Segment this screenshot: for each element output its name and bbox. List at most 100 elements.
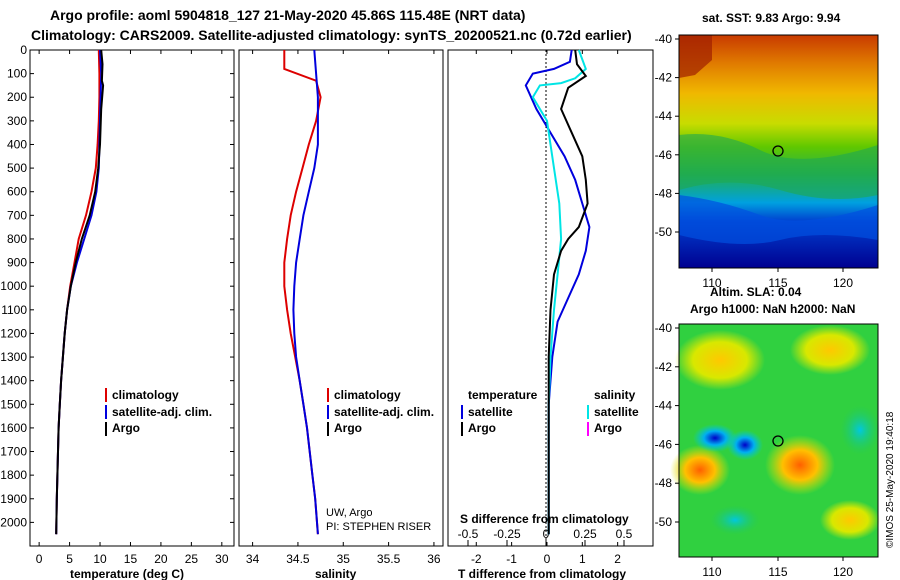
t-difference-xlabel: T difference from climatology: [458, 567, 626, 580]
lon-tick-label: 120: [833, 276, 853, 290]
depth-tick-label: 1800: [0, 468, 27, 482]
depth-tick-label: 1200: [0, 326, 27, 340]
sla-low-4: [710, 505, 760, 535]
s-tick-label: 0.5: [616, 527, 633, 541]
sla-high-2: [790, 325, 870, 375]
depth-tick-label: 2000: [0, 515, 27, 529]
lon-tick-label: 110: [702, 565, 721, 579]
sst-warm-patch: [679, 35, 712, 78]
sla-map-title: Altim. SLA: 0.04: [710, 285, 802, 299]
temperature-series: [55, 49, 105, 535]
depth-tick-label: 500: [7, 161, 27, 175]
title-line-1: Argo profile: aoml 5904818_127 21-May-20…: [50, 7, 525, 23]
legend-satellite: satellite-adj. clim.: [334, 405, 434, 419]
lon-tick-label: 120: [833, 565, 853, 579]
depth-tick-label: 1000: [0, 279, 27, 293]
lat-tick-label: -48: [655, 186, 673, 200]
x-tick-label: 0: [544, 552, 551, 566]
x-tick-label: -1: [506, 552, 517, 566]
depth-tick-label: 1500: [0, 397, 27, 411]
sst-map-axes: -40 -42 -44 -46 -48 -50 110 115 120: [655, 32, 854, 290]
argo-float-marker: [772, 145, 784, 157]
difference-panel: -2 -1 0 1 2 -0.5 -0.25 0 0.25 0.5 T difference f…: [447, 49, 654, 580]
depth-tick-label: 1600: [0, 421, 27, 435]
difference-series: [524, 49, 591, 535]
legend-argo: Argo: [334, 421, 362, 435]
series-t-satellite: [524, 49, 591, 535]
x-tick-label: 36: [427, 552, 441, 566]
x-tick-label: 0: [36, 552, 43, 566]
temperature-axis: 0 5 10 15 20 25 30: [36, 50, 229, 566]
x-tick-label: -2: [471, 552, 482, 566]
credit-text: ©IMOS 25-May-2020 19:40:18: [885, 411, 896, 548]
legend-t-argo: Argo: [468, 421, 496, 435]
sla-high-4: [765, 435, 835, 495]
s-difference-axis: -0.5 -0.25 0 0.25 0.5: [458, 527, 633, 546]
lat-tick-label: -40: [655, 321, 673, 335]
depth-tick-label: 1700: [0, 445, 27, 459]
sst-front: [679, 134, 878, 199]
lat-tick-label: -44: [655, 399, 673, 413]
depth-tick-label: 200: [7, 90, 27, 104]
legend-temperature-title: temperature: [468, 388, 538, 402]
depth-tick-label: 700: [7, 208, 27, 222]
series-t-argo: [547, 49, 589, 535]
series-satellite-adj-clim-: [292, 49, 319, 535]
lat-tick-label: -44: [655, 109, 673, 123]
lat-tick-label: -50: [655, 225, 673, 239]
sla-low-2: [727, 430, 763, 460]
salinity-axis: 34 34.5 35 35.5 36: [246, 50, 441, 566]
lat-tick-label: -42: [655, 71, 673, 85]
s-tick-label: 0.25: [573, 527, 597, 541]
sla-low-3: [840, 405, 880, 455]
s-tick-label: -0.25: [493, 527, 521, 541]
x-tick-label: 34: [246, 552, 260, 566]
depth-tick-label: 1300: [0, 350, 27, 364]
legend-climatology: climatology: [112, 388, 179, 402]
temperature-plot-frame: [29, 49, 235, 547]
depth-tick-label: 400: [7, 137, 27, 151]
sst-map-title: sat. SST: 9.83 Argo: 9.94: [702, 11, 841, 25]
temperature-xlabel: temperature (deg C): [70, 567, 184, 580]
x-tick-label: 2: [614, 552, 621, 566]
lat-tick-label: -50: [655, 515, 673, 529]
title-line-2: Climatology: CARS2009. Satellite-adjuste…: [31, 27, 632, 43]
lat-tick-label: -46: [655, 437, 673, 451]
legend-salinity-title: salinity: [594, 388, 636, 402]
x-tick-label: 5: [66, 552, 73, 566]
depth-tick-label: 1900: [0, 492, 27, 506]
lon-tick-label: 110: [702, 276, 721, 290]
legend-satellite: satellite-adj. clim.: [112, 405, 212, 419]
t-difference-axis: -2 -1 0 1 2: [471, 50, 621, 566]
salinity-legend: climatology satellite-adj. clim. Argo: [327, 388, 434, 436]
legend-t-satellite: satellite: [468, 405, 513, 419]
s-tick-label: -0.5: [458, 527, 479, 541]
lon-tick-label: 115: [768, 565, 787, 579]
depth-tick-label: 1400: [0, 374, 27, 388]
sla-high-1: [675, 330, 765, 390]
salinity-plot-frame: [238, 49, 444, 547]
sst-cold-band: [679, 195, 878, 244]
s-tick-label: 0: [543, 527, 550, 541]
salinity-series: [283, 49, 322, 535]
salinity-xlabel: salinity: [315, 567, 357, 580]
annotation-institution: UW, Argo: [326, 507, 372, 519]
difference-legend: temperature salinity satellite Argo sate…: [461, 388, 639, 436]
x-tick-label: 34.5: [286, 552, 310, 566]
depth-tick-label: 800: [7, 232, 27, 246]
legend-climatology: climatology: [334, 388, 401, 402]
depth-tick-label: 600: [7, 185, 27, 199]
sla-map-subtitle: Argo h1000: NaN h2000: NaN: [690, 302, 855, 316]
x-tick-label: 35: [337, 552, 351, 566]
sla-high-3: [670, 445, 730, 495]
sst-map: sat. SST: 9.83 Argo: 9.94 -40-42-44-46-4…: [655, 11, 879, 290]
x-tick-label: 20: [154, 552, 168, 566]
annotation-pi: PI: STEPHEN RISER: [326, 521, 431, 533]
legend-s-satellite: satellite: [594, 405, 639, 419]
lat-tick-label: -48: [655, 476, 673, 490]
sla-high-5: [820, 500, 880, 540]
argo-float-marker: [772, 435, 784, 447]
lon-tick-label: 115: [768, 276, 787, 290]
legend-s-argo: Argo: [594, 421, 622, 435]
sla-low-1: [693, 424, 737, 452]
